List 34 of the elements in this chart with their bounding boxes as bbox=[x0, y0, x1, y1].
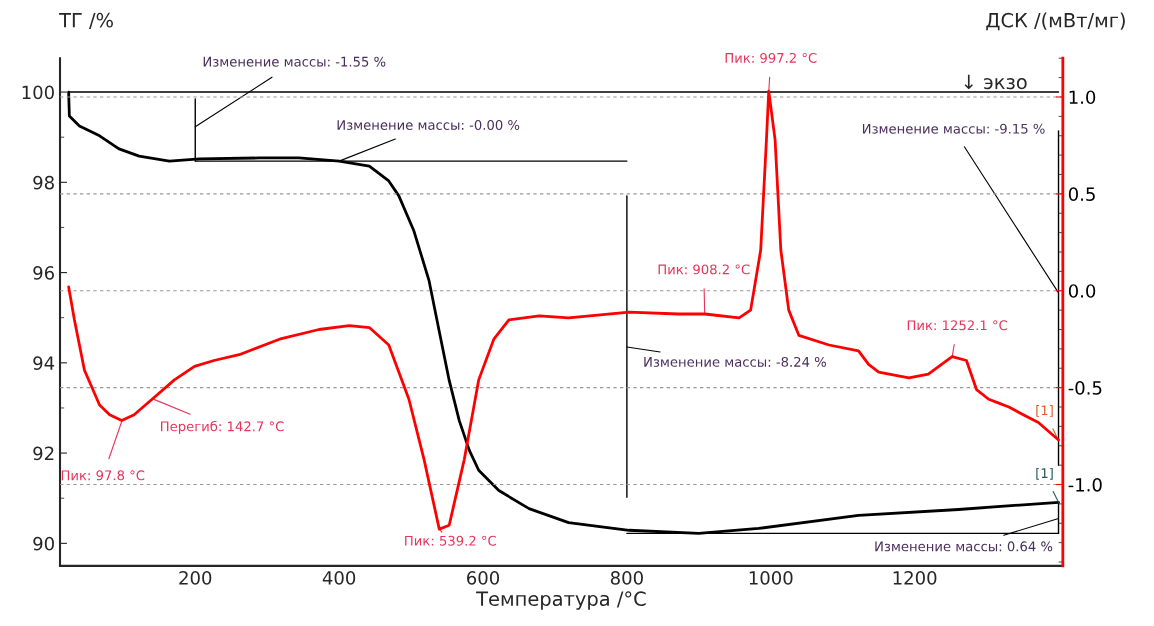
annotation: Изменение массы: -9.15 % bbox=[862, 123, 1045, 134]
annotation: Пик: 539.2 °C bbox=[405, 535, 496, 546]
annotation: [1] bbox=[1036, 467, 1053, 480]
y-tick-label: 100 bbox=[22, 85, 54, 100]
annotation: ↓ экзо bbox=[964, 74, 1027, 90]
annotation: [1] bbox=[1036, 405, 1053, 417]
y2-axis-title: ДСК /(мВт/мг) bbox=[986, 12, 1125, 31]
y2-tick-label: 0.5 bbox=[1068, 187, 1095, 201]
x-tick-label: 1200 bbox=[893, 571, 937, 585]
annotation: Изменение массы: -8.24 % bbox=[644, 356, 826, 367]
y-tick-label: 92 bbox=[33, 446, 54, 461]
annotation: Перегиб: 142.7 °C bbox=[161, 420, 284, 434]
y-tick-label: 96 bbox=[33, 266, 55, 280]
y2-tick-label: 0.0 bbox=[1068, 284, 1096, 298]
annotation: Изменение массы: -0.00 % bbox=[337, 119, 520, 130]
x-tick-label: 200 bbox=[179, 571, 212, 585]
annotation: Изменение массы: 0.64 % bbox=[875, 541, 1053, 552]
y-tick-label: 90 bbox=[33, 536, 54, 551]
y-tick-label: 94 bbox=[33, 356, 55, 370]
y2-tick-label: -0.5 bbox=[1068, 381, 1102, 395]
x-tick-label: 1000 bbox=[749, 571, 793, 585]
y2-tick-label: 1.0 bbox=[1069, 90, 1096, 105]
x-tick-label: 800 bbox=[610, 571, 643, 585]
annotation: Пик: 997.2 °C bbox=[725, 52, 817, 63]
y-axis-title: ТГ /% bbox=[59, 12, 113, 30]
x-axis-title: Температура /°C bbox=[476, 591, 646, 610]
annotation: Пик: 1252.1 °C bbox=[907, 320, 1008, 331]
annotation: Пик: 97.8 °C bbox=[61, 470, 145, 481]
y2-tick-label: -1.0 bbox=[1068, 477, 1102, 492]
y-tick-label: 98 bbox=[33, 175, 54, 190]
annotation: Изменение массы: -1.55 % bbox=[203, 56, 386, 67]
x-tick-label: 400 bbox=[322, 571, 356, 585]
x-tick-label: 600 bbox=[467, 571, 500, 585]
annotation: Пик: 908.2 °C bbox=[658, 264, 750, 275]
